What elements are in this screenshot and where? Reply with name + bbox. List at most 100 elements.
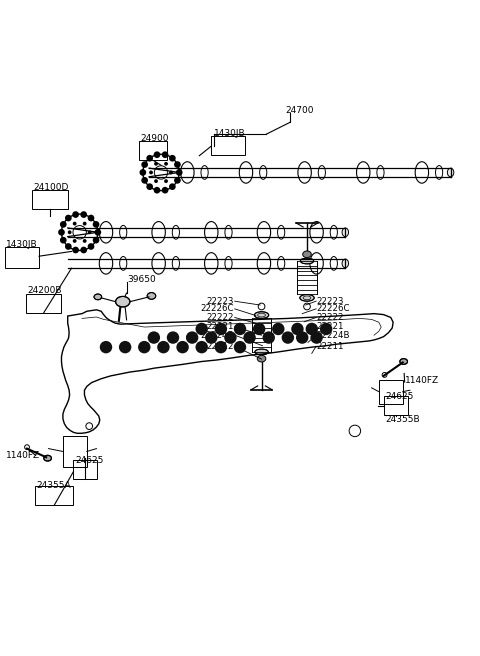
Circle shape [88, 215, 95, 222]
Text: 24100D: 24100D [33, 183, 69, 192]
Circle shape [306, 323, 318, 335]
Circle shape [162, 187, 168, 194]
Circle shape [164, 162, 168, 166]
Ellipse shape [44, 455, 51, 461]
Circle shape [148, 331, 160, 344]
Text: 24900: 24900 [141, 134, 169, 144]
Circle shape [65, 243, 72, 250]
Text: 22224B: 22224B [201, 331, 234, 340]
Text: 1430JB: 1430JB [5, 239, 37, 249]
Circle shape [215, 341, 227, 354]
Ellipse shape [300, 295, 314, 301]
Ellipse shape [303, 251, 312, 258]
Circle shape [174, 161, 181, 168]
Text: 22211: 22211 [317, 342, 344, 351]
Circle shape [234, 341, 246, 354]
Ellipse shape [342, 259, 348, 268]
Text: 22224B: 22224B [317, 331, 350, 340]
Bar [379, 380, 403, 403]
Circle shape [174, 177, 181, 184]
Bar [32, 190, 68, 209]
Ellipse shape [94, 294, 102, 300]
Text: 22221: 22221 [317, 322, 344, 331]
Circle shape [296, 331, 309, 344]
Text: 22226C: 22226C [317, 304, 350, 314]
Text: 22222: 22222 [207, 313, 234, 322]
Circle shape [176, 341, 189, 354]
Ellipse shape [447, 168, 454, 176]
Text: 1140FZ: 1140FZ [5, 451, 40, 460]
Circle shape [164, 179, 168, 183]
Bar [4, 247, 39, 268]
Text: 22212: 22212 [207, 342, 234, 351]
Text: 39650: 39650 [128, 275, 156, 283]
Circle shape [169, 183, 176, 190]
Ellipse shape [147, 293, 156, 299]
Circle shape [72, 211, 79, 218]
Circle shape [146, 155, 153, 161]
Text: 24625: 24625 [385, 392, 413, 401]
Circle shape [88, 243, 95, 250]
Bar [63, 436, 87, 467]
Text: 24355B: 24355B [385, 415, 420, 424]
Bar [73, 460, 97, 479]
Ellipse shape [257, 356, 266, 362]
Circle shape [141, 177, 148, 184]
Text: 22223: 22223 [317, 297, 344, 306]
Circle shape [272, 323, 285, 335]
Circle shape [68, 230, 72, 234]
Circle shape [93, 221, 99, 228]
Circle shape [119, 341, 132, 354]
Text: 24355A: 24355A [36, 482, 71, 491]
Circle shape [58, 229, 65, 236]
Circle shape [83, 222, 86, 226]
Bar [25, 293, 61, 313]
Circle shape [195, 323, 208, 335]
Circle shape [73, 222, 77, 226]
Circle shape [169, 171, 173, 174]
Circle shape [138, 341, 151, 354]
Circle shape [154, 179, 158, 183]
Circle shape [205, 331, 217, 344]
Circle shape [149, 171, 153, 174]
Circle shape [253, 323, 265, 335]
Circle shape [146, 183, 153, 190]
Bar [211, 136, 245, 155]
Circle shape [80, 211, 87, 218]
Ellipse shape [400, 359, 408, 364]
Circle shape [157, 341, 169, 354]
Text: 1140FZ: 1140FZ [405, 376, 439, 385]
Circle shape [224, 331, 237, 344]
Circle shape [88, 230, 92, 234]
Circle shape [60, 237, 67, 243]
Text: 22223: 22223 [207, 297, 234, 306]
Ellipse shape [300, 258, 314, 264]
Circle shape [320, 323, 332, 335]
Bar [140, 141, 167, 161]
Text: 24200B: 24200B [27, 286, 61, 295]
Text: 22226C: 22226C [201, 304, 234, 314]
Circle shape [263, 331, 275, 344]
Circle shape [291, 323, 304, 335]
Circle shape [93, 237, 99, 243]
Ellipse shape [254, 312, 269, 318]
Ellipse shape [116, 297, 130, 307]
Ellipse shape [342, 228, 348, 237]
Circle shape [215, 323, 227, 335]
Bar [384, 396, 408, 415]
Circle shape [195, 341, 208, 354]
Circle shape [176, 169, 182, 176]
Text: 1430JB: 1430JB [214, 129, 245, 138]
Bar [35, 486, 73, 505]
Circle shape [162, 152, 168, 158]
Text: 22222: 22222 [317, 313, 344, 322]
Text: 22221: 22221 [207, 322, 234, 331]
Circle shape [73, 239, 77, 243]
Circle shape [60, 221, 67, 228]
Circle shape [154, 162, 158, 166]
Circle shape [83, 239, 86, 243]
Circle shape [154, 152, 160, 158]
Text: 24625: 24625 [75, 456, 103, 464]
Circle shape [100, 341, 112, 354]
Circle shape [154, 187, 160, 194]
